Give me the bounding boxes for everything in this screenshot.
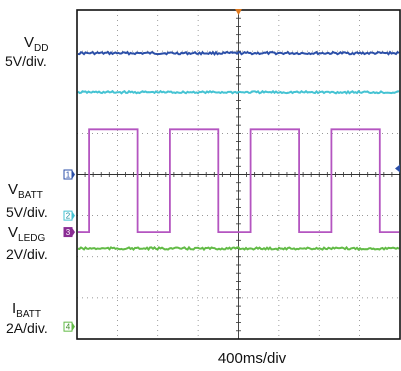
trigger-marker [235, 9, 242, 15]
trace-ch3 [77, 128, 399, 234]
label-vbatt: VBATT [8, 181, 43, 201]
trigger-arrow [235, 9, 242, 15]
trace-ch1 [77, 50, 400, 56]
channel-markers: 1 2 3 4 [63, 164, 400, 332]
x-axis-label: 400ms/div [218, 350, 287, 367]
channel-marker-1: 1 [63, 169, 75, 180]
label-vledg: VLEDG [8, 224, 45, 244]
label-ibatt: IBATT [12, 300, 41, 320]
channel-marker-4: 4 [63, 321, 75, 332]
channel-marker-3: 3 [63, 227, 75, 238]
channel-marker-label: 4 [66, 323, 71, 332]
ref-level-marker [395, 164, 400, 173]
trace-ch4 [77, 245, 400, 252]
channel-marker-2: 2 [63, 210, 75, 221]
scale-ibatt: 2A/div. [6, 320, 48, 336]
chart-grid [76, 9, 401, 340]
trace-ch2 [77, 89, 399, 95]
channel-marker-label: 1 [66, 171, 71, 180]
label-vdd: VDD [24, 34, 48, 54]
scale-vbatt: 5V/div. [6, 204, 48, 220]
scale-vdd: 5V/div. [5, 53, 47, 69]
channel-marker-label: 3 [66, 228, 71, 237]
chart-traces [77, 50, 400, 252]
channel-marker-label: 2 [66, 212, 71, 221]
scale-vledg: 2V/div. [6, 246, 48, 262]
